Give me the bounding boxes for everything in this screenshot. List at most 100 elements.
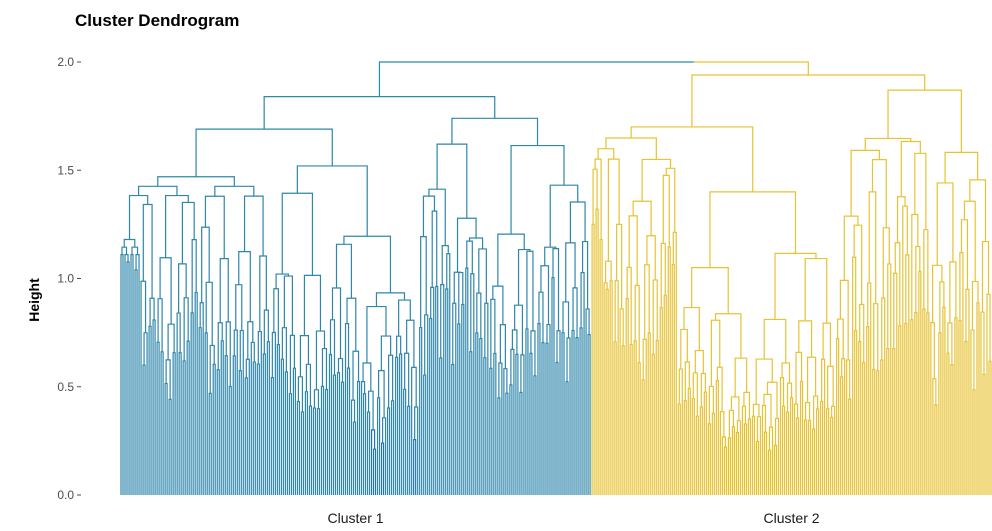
dendrogram-link [335, 243, 353, 299]
dendrogram-link [633, 340, 637, 495]
dendrogram-link [172, 352, 176, 495]
dendrogram-link [934, 404, 938, 495]
dendrogram-link [430, 286, 435, 495]
dendrogram-link [779, 377, 785, 495]
dendrogram-link [131, 246, 139, 255]
dendrogram-link [305, 363, 312, 407]
dendrogram-link [190, 312, 194, 495]
dendrogram-link [533, 375, 537, 495]
dendrogram-link [466, 240, 473, 274]
dendrogram-link [699, 406, 703, 495]
dendrogram-link [551, 277, 555, 495]
dendrogram-link [684, 361, 690, 401]
dendrogram-link [830, 416, 834, 495]
dendrogram-link [626, 266, 632, 345]
dendrogram-link [894, 242, 901, 326]
dendrogram-link [703, 391, 707, 495]
dendrogram-link [478, 248, 487, 304]
dendrogram-link [232, 355, 236, 495]
dendrogram-link [728, 409, 735, 438]
dendrogram-link [451, 117, 539, 146]
dendrogram-link [419, 326, 423, 495]
dendrogram-link [619, 308, 624, 495]
dendrogram-link [806, 356, 817, 403]
dendrogram-link [910, 319, 914, 495]
dendrogram-link [904, 322, 908, 495]
dendrogram-link [489, 367, 493, 495]
dendrogram-link [395, 356, 399, 495]
dendrogram-link [580, 272, 585, 495]
dendrogram-link [381, 442, 385, 495]
dendrogram-link [225, 321, 231, 387]
dendrogram-link [918, 270, 922, 495]
dendrogram-link [644, 264, 650, 340]
dendrogram-link [299, 335, 310, 377]
dendrogram-link [157, 176, 235, 187]
dendrogram-link [914, 312, 918, 495]
y-tick-label: 0.5 [57, 380, 74, 394]
dendrogram-link [283, 275, 293, 336]
dendrogram-link [710, 319, 721, 387]
dendrogram-link [120, 254, 124, 495]
dendrogram-link [683, 399, 687, 495]
dendrogram-link [789, 397, 794, 495]
dendrogram-link [641, 158, 672, 202]
dendrogram-link [836, 337, 840, 495]
dendrogram-link [683, 306, 700, 351]
dendrogram-link [591, 223, 595, 495]
dendrogram-link [281, 327, 287, 372]
dendrogram-link [245, 358, 250, 495]
dendrogram-link [273, 288, 279, 345]
dendrogram-link [183, 297, 189, 361]
dendrogram-link [493, 352, 497, 495]
dendrogram-link [238, 250, 251, 322]
dendrogram-link [204, 332, 208, 495]
dendrogram-link [297, 376, 304, 412]
dendrogram-link [959, 252, 964, 495]
y-axis: 0.0 0.5 1.0 1.5 2.0 [57, 55, 81, 502]
dendrogram-link [735, 431, 740, 495]
dendrogram-link [625, 297, 629, 495]
dendrogram-link [629, 343, 633, 495]
dendrogram-link [721, 436, 726, 495]
dendrogram-link [313, 389, 320, 409]
dendrogram-link [755, 440, 760, 495]
dendrogram-link [707, 423, 711, 495]
dendrogram-link [837, 318, 844, 359]
dendrogram-link [439, 357, 443, 495]
dendrogram-link [157, 298, 163, 352]
dendrogram-link [140, 280, 147, 495]
dendrogram-link [142, 364, 146, 495]
dendrogram-link [711, 412, 715, 495]
dendrogram-link [549, 184, 579, 248]
dendrogram-link [637, 362, 641, 495]
dendrogram-link [456, 217, 477, 273]
dendrogram-link [821, 358, 826, 495]
dendrogram-link [362, 362, 372, 392]
dendrogram-link [191, 238, 197, 313]
dendrogram-link [176, 312, 181, 495]
dendrogram-link [858, 341, 862, 495]
dendrogram-link [275, 273, 289, 289]
dendrogram-link [634, 284, 640, 363]
dendrogram-link [630, 126, 754, 192]
dendrogram-link [678, 368, 683, 495]
dendrogram-link [767, 449, 772, 495]
dendrogram-link [581, 240, 589, 309]
dendrogram-link [526, 250, 534, 331]
dendrogram-link [235, 284, 243, 331]
dendrogram-link [312, 407, 317, 495]
dendrogram-link [259, 255, 267, 332]
dendrogram-link [587, 334, 591, 495]
dendrogram-link [976, 302, 980, 495]
dendrogram-link [876, 370, 880, 495]
dendrogram-link [165, 359, 171, 400]
dendrogram-link [592, 168, 598, 225]
dendrogram-link [331, 287, 342, 359]
dendrogram-link [944, 151, 979, 183]
dendrogram-link [239, 329, 244, 495]
dendrogram-link [571, 329, 575, 495]
dendrogram-link [233, 329, 238, 495]
dendrogram-link [399, 353, 403, 495]
dendrogram-link [440, 284, 445, 495]
